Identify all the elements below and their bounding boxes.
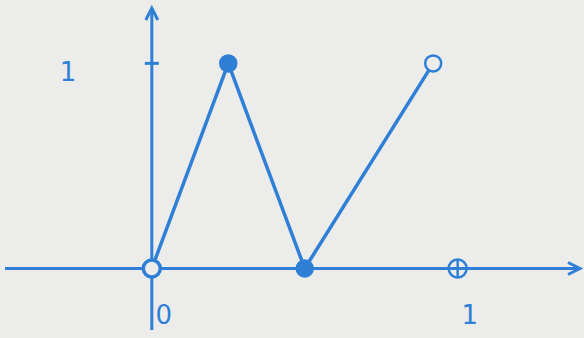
open-point	[425, 55, 441, 71]
y-axis	[150, 8, 153, 330]
chart: 0 1 1	[0, 0, 584, 338]
x-tick	[449, 259, 467, 277]
x-tick	[143, 259, 161, 277]
y-tick-label: 1	[60, 57, 77, 87]
x-axis	[5, 267, 580, 270]
line	[152, 63, 433, 268]
x-tick-cross	[456, 259, 459, 277]
open-point	[144, 260, 160, 276]
x-tick-label: 1	[461, 300, 478, 330]
marks	[144, 55, 441, 276]
y-arrow	[146, 8, 158, 20]
x-tick-label: 0	[156, 300, 173, 330]
filled-point	[297, 260, 313, 276]
filled-point	[220, 55, 236, 71]
y-tick	[145, 62, 159, 65]
x-arrow	[568, 262, 580, 274]
